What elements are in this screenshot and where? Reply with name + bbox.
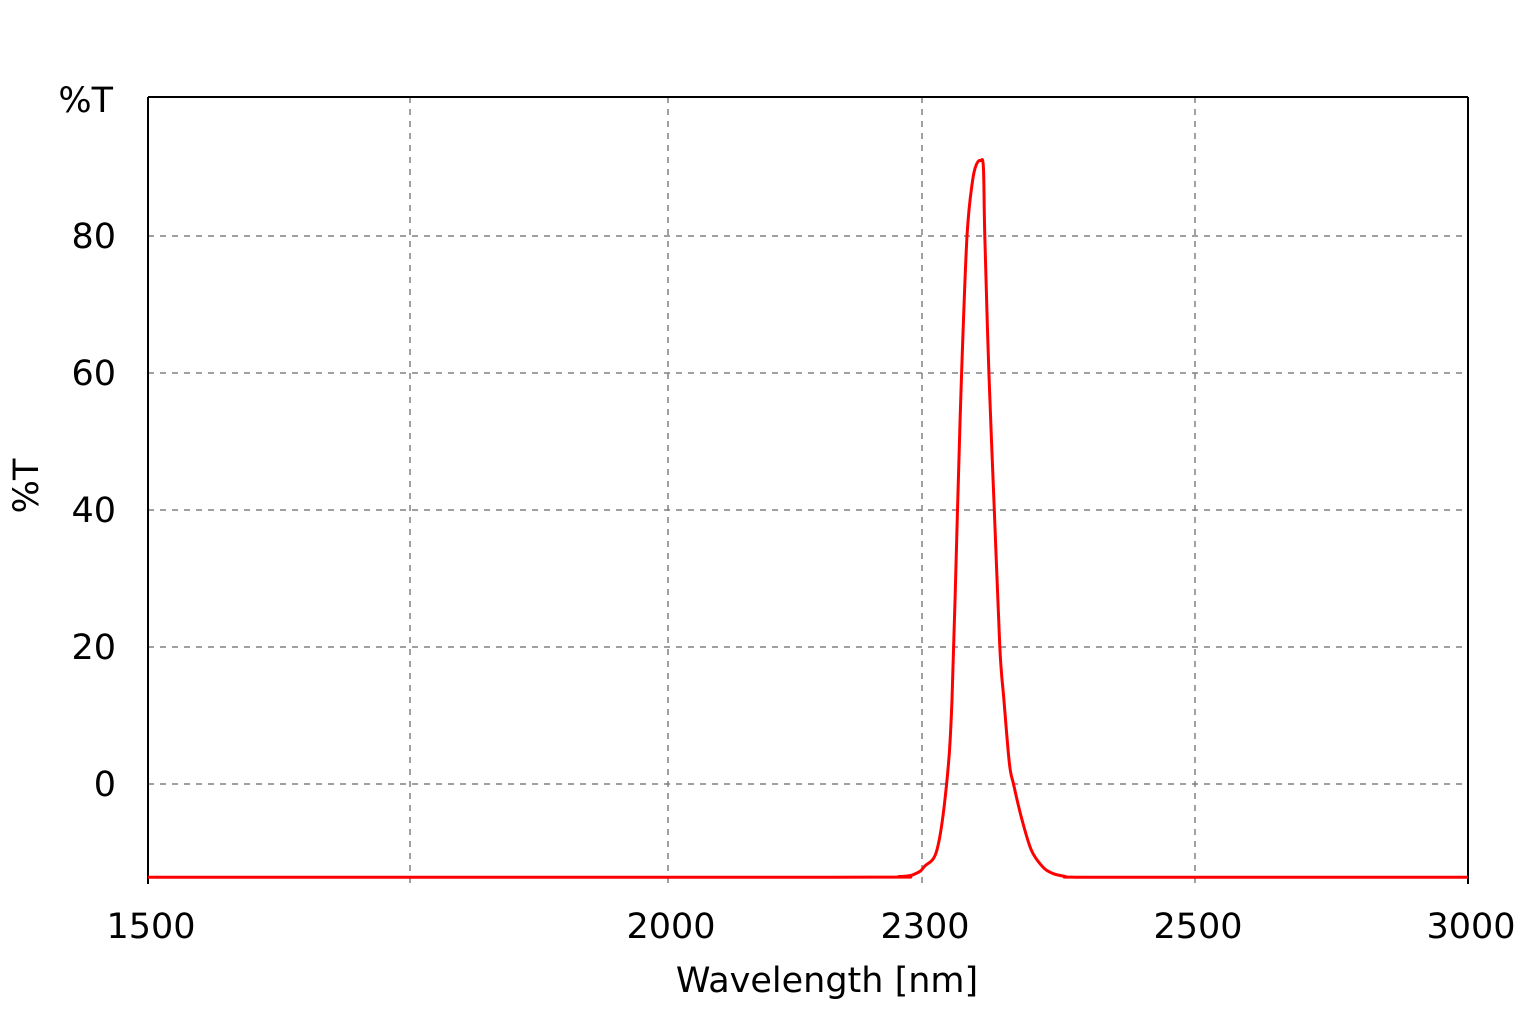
transmission-curve [147,158,1468,879]
y-axis-title: %T [7,458,47,513]
grid-lines [148,97,1468,884]
x-tick-label: 3000 [1426,907,1515,947]
x-axis-title: Wavelength [nm] [676,961,978,1001]
y-tick-labels: 0 20 40 60 80 [71,217,116,805]
x-tick-label: 2000 [626,907,715,947]
y-top-label: %T [58,81,113,121]
x-tick-label: 2500 [1153,907,1242,947]
plot-frame [147,96,1469,884]
y-tick-label: 40 [71,491,116,531]
y-tick-label: 80 [71,217,116,257]
x-tick-label: 2300 [880,907,969,947]
x-tick-labels: 1500 2000 2300 2500 3000 [106,907,1515,947]
x-tick-label: 1500 [106,907,195,947]
y-tick-label: 20 [71,628,116,668]
y-tick-label: 60 [71,354,116,394]
y-tick-label: 0 [94,765,116,805]
